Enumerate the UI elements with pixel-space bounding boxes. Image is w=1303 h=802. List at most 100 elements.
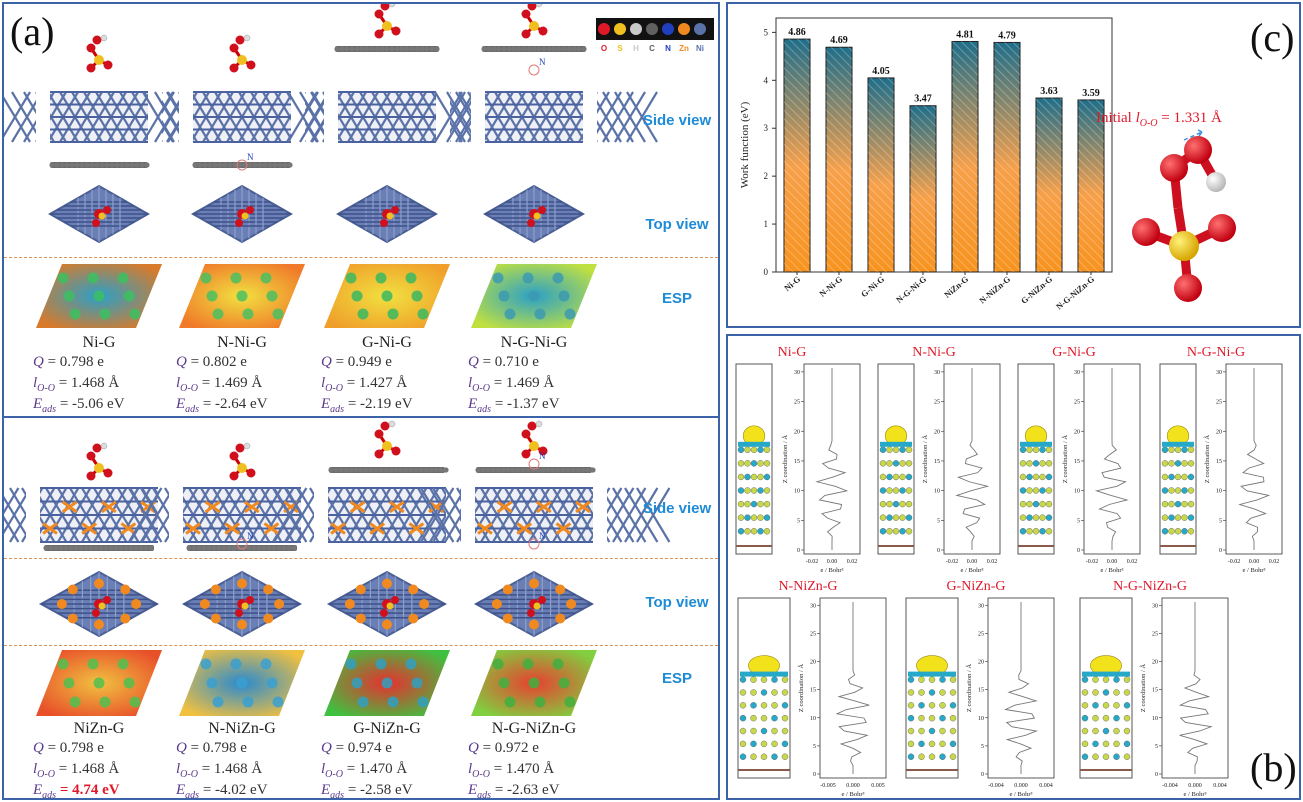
bar-value-label: 4.69 [830, 35, 848, 46]
y-tick-label: 0 [764, 267, 769, 277]
hso4-adsorbate [229, 34, 256, 73]
subscript: ads [185, 790, 200, 800]
x-tick-label: 0.00 [1107, 559, 1118, 565]
symbol: E [33, 396, 43, 412]
z-tick-label: 10 [978, 716, 984, 722]
charge-transfer-value: Q = 0.710 e [468, 354, 539, 371]
n-dopant-marker: N [236, 152, 254, 171]
esp-map [36, 650, 162, 716]
subscript: ads [477, 404, 492, 415]
esp-map [471, 650, 597, 716]
plot-title: N-Ni-G [912, 345, 956, 360]
z-tick-label: 15 [978, 688, 984, 694]
z-axis-label: Z coordination / Å [797, 664, 805, 713]
hso4-adsorbate [86, 442, 113, 481]
legend-swatch-h [630, 23, 642, 35]
top-view-structure [335, 184, 439, 244]
esp-label-bottom: ESP [661, 670, 692, 687]
value-text: = -2.64 eV [199, 396, 268, 412]
x-tick-label: 0.000 [1014, 783, 1028, 789]
z-tick-label: 10 [1074, 489, 1080, 495]
graphene-bottom-layer [186, 545, 297, 551]
legend-label-s: S [617, 44, 623, 53]
hso4-adsorbate [86, 34, 113, 73]
x-tick-label: 0.000 [1188, 783, 1202, 789]
charge-profile: 0 5 10 15 20 25 30 -0.005 0.000 0.005 e / Bohr³ Z c… [797, 597, 887, 798]
n-dopant-marker: N [528, 531, 546, 550]
bar-value-label: 4.81 [956, 29, 974, 40]
symbol: E [321, 396, 331, 412]
z-tick-label: 5 [797, 518, 800, 524]
legend-label-h: H [633, 44, 639, 53]
material-name: G-NiZn-G [353, 720, 421, 737]
symbol: Q [176, 354, 187, 370]
z-tick-label: 10 [794, 489, 800, 495]
n-dopant-marker: N [528, 57, 546, 76]
esp-label-top: ESP [661, 290, 692, 307]
nizn-slab [420, 486, 671, 544]
x-tick-label: N-Ni-G [817, 274, 844, 299]
x-tick-label: 0.00 [1249, 559, 1260, 565]
x-axis-label: e / Bohr³ [1184, 791, 1207, 798]
symbol: l [321, 375, 326, 391]
charge-profile: 0 5 10 15 20 25 30 -0.004 0.000 0.004 e / Bohr³ Z c… [965, 597, 1055, 798]
y-tick-label: 4 [764, 75, 769, 85]
y-tick-label: 3 [764, 123, 769, 133]
legend-label-o: O [600, 44, 608, 53]
value-text: = -1.37 eV [491, 396, 560, 412]
adsorption-energy-value: Eads = -2.58 eV [321, 782, 413, 798]
legend-swatch-o [598, 23, 610, 35]
x-axis-label: e / Bohr³ [1101, 567, 1124, 574]
structure-views-top: NN [4, 4, 658, 244]
nitrogen-marker-label: N [539, 57, 546, 67]
z-tick-label: 5 [1077, 518, 1080, 524]
z-tick-label: 25 [1216, 400, 1222, 406]
top-view-label-bottom: Top view [645, 594, 709, 611]
subscript: O-O [325, 769, 343, 780]
adsorption-energy-value: Eads = -5.06 eV [33, 396, 125, 415]
z-tick-label: 30 [934, 370, 940, 376]
z-tick-label: 0 [1155, 772, 1158, 778]
top-view-structure [473, 570, 595, 638]
symbol: Q [176, 740, 187, 756]
x-tick-label: -0.02 [946, 559, 959, 565]
charge-transfer-value: Q = 0.974 e [321, 740, 392, 757]
x-tick-label: N-NiZn-G [977, 274, 1012, 306]
value-text: = 1.470 Å [342, 761, 408, 777]
z-tick-label: 0 [1219, 548, 1222, 554]
z-axis-label: Z coordination / Å [965, 664, 973, 713]
z-tick-label: 30 [978, 603, 984, 609]
top-view-structure [190, 184, 294, 244]
x-tick-label: 0.02 [847, 559, 858, 565]
x-tick-label: N-G-Ni-G [894, 274, 929, 305]
bar-hatch [909, 105, 937, 272]
hso4-adsorbate [374, 4, 401, 39]
bond-length-value: lO-O = 1.468 Å [33, 375, 119, 394]
subscript: O-O [180, 383, 198, 394]
charge-profile: 0 5 10 15 20 25 30 -0.02 0.00 0.02e / Bohr³ Z coor… [781, 363, 861, 574]
esp-map [179, 264, 305, 328]
esp-maps-top [36, 264, 597, 328]
plot-title: N-G-NiZn-G [1113, 579, 1187, 594]
x-tick-label: -0.004 [1162, 783, 1178, 789]
z-tick-label: 20 [934, 429, 940, 435]
subscript: ads [42, 790, 57, 800]
hso4-adsorbate [521, 4, 548, 39]
bond-length-value: lO-O = 1.469 Å [176, 375, 262, 394]
subscript: O-O [37, 383, 55, 394]
z-tick-label: 25 [978, 631, 984, 637]
graphene-bottom-layer [49, 162, 150, 168]
divider-dashed [4, 645, 718, 646]
side-view-label-bottom: Side view [642, 500, 712, 517]
value-text: = 0.798 e [43, 740, 104, 756]
x-tick-label: -0.005 [820, 783, 836, 789]
bar-hatch [993, 42, 1021, 272]
z-tick-label: 0 [813, 772, 816, 778]
symbol: E [176, 782, 186, 798]
z-tick-label: 15 [1152, 688, 1158, 694]
symbol: l [176, 761, 181, 777]
graphene-top-layer [328, 467, 449, 473]
panel-a-letter: (a) [10, 9, 55, 54]
